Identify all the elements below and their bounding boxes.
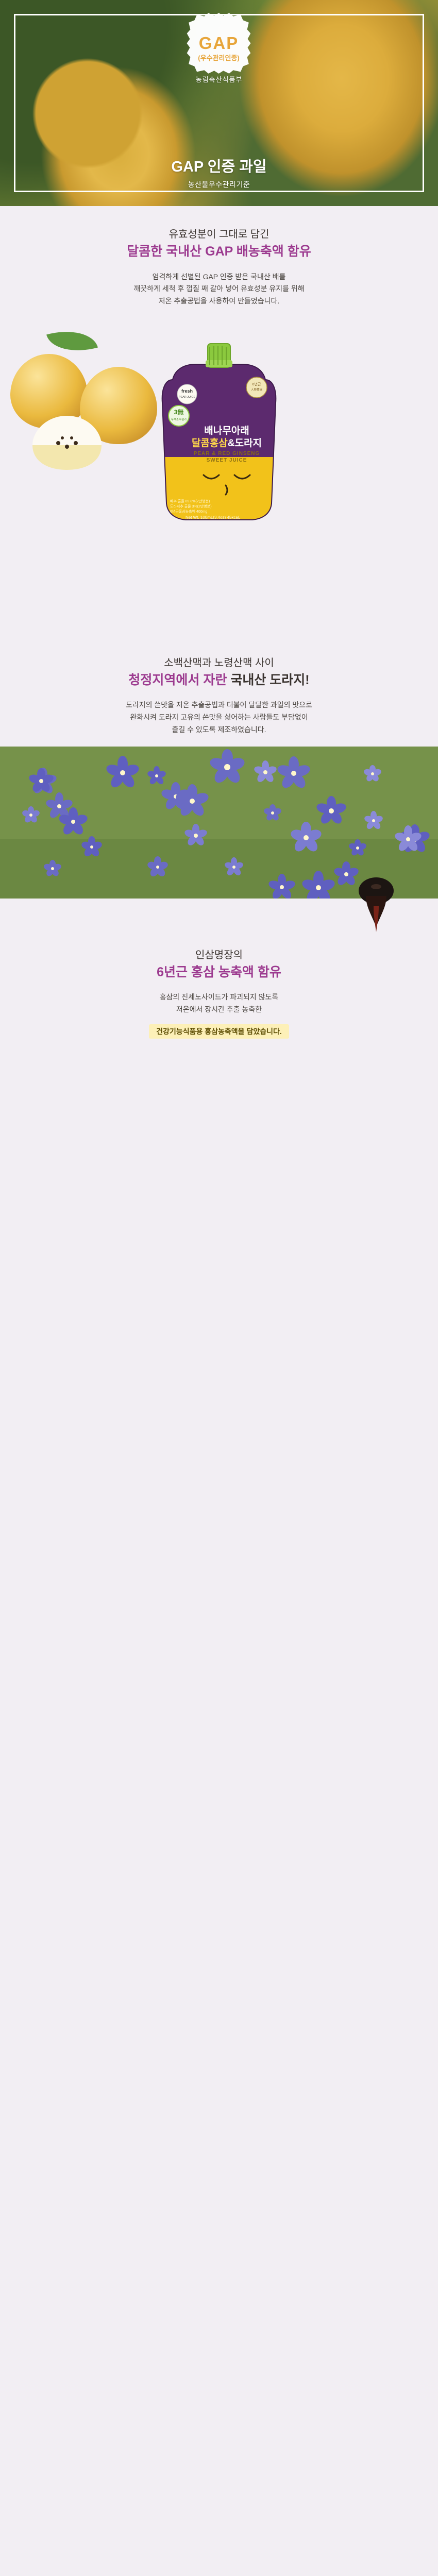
svg-text:Net Wt. 100mL(3.4oz) 45kcaL: Net Wt. 100mL(3.4oz) 45kcaL xyxy=(186,515,241,520)
svg-text:도라지추 출물 3%(2만병분): 도라지추 출물 3%(2만병분) xyxy=(170,504,212,509)
svg-text:배추 출물 89.8%(2만병분): 배추 출물 89.8%(2만병분) xyxy=(170,499,210,503)
svg-text:fresh: fresh xyxy=(181,388,193,394)
svg-text:무색소무첨가: 무색소무첨가 xyxy=(171,417,187,421)
svg-text:PEAR JUICE: PEAR JUICE xyxy=(179,396,196,399)
svg-text:배나무아래: 배나무아래 xyxy=(204,425,249,436)
svg-text:3無: 3無 xyxy=(174,408,184,416)
svg-text:6년근홍삼농축액 400mg: 6년근홍삼농축액 400mg xyxy=(170,509,207,514)
svg-text:SWEET JUICE: SWEET JUICE xyxy=(207,457,247,463)
svg-text:GAP: GAP xyxy=(199,33,239,53)
svg-text:人蔘農協: 人蔘農協 xyxy=(251,387,263,392)
svg-text:달콤홍삼&도라지: 달콤홍삼&도라지 xyxy=(192,437,262,449)
svg-text:6년근: 6년근 xyxy=(252,382,261,386)
svg-text:(우수관리인증): (우수관리인증) xyxy=(198,54,239,62)
svg-text:PEAR & RED GINSENG: PEAR & RED GINSENG xyxy=(194,451,260,456)
